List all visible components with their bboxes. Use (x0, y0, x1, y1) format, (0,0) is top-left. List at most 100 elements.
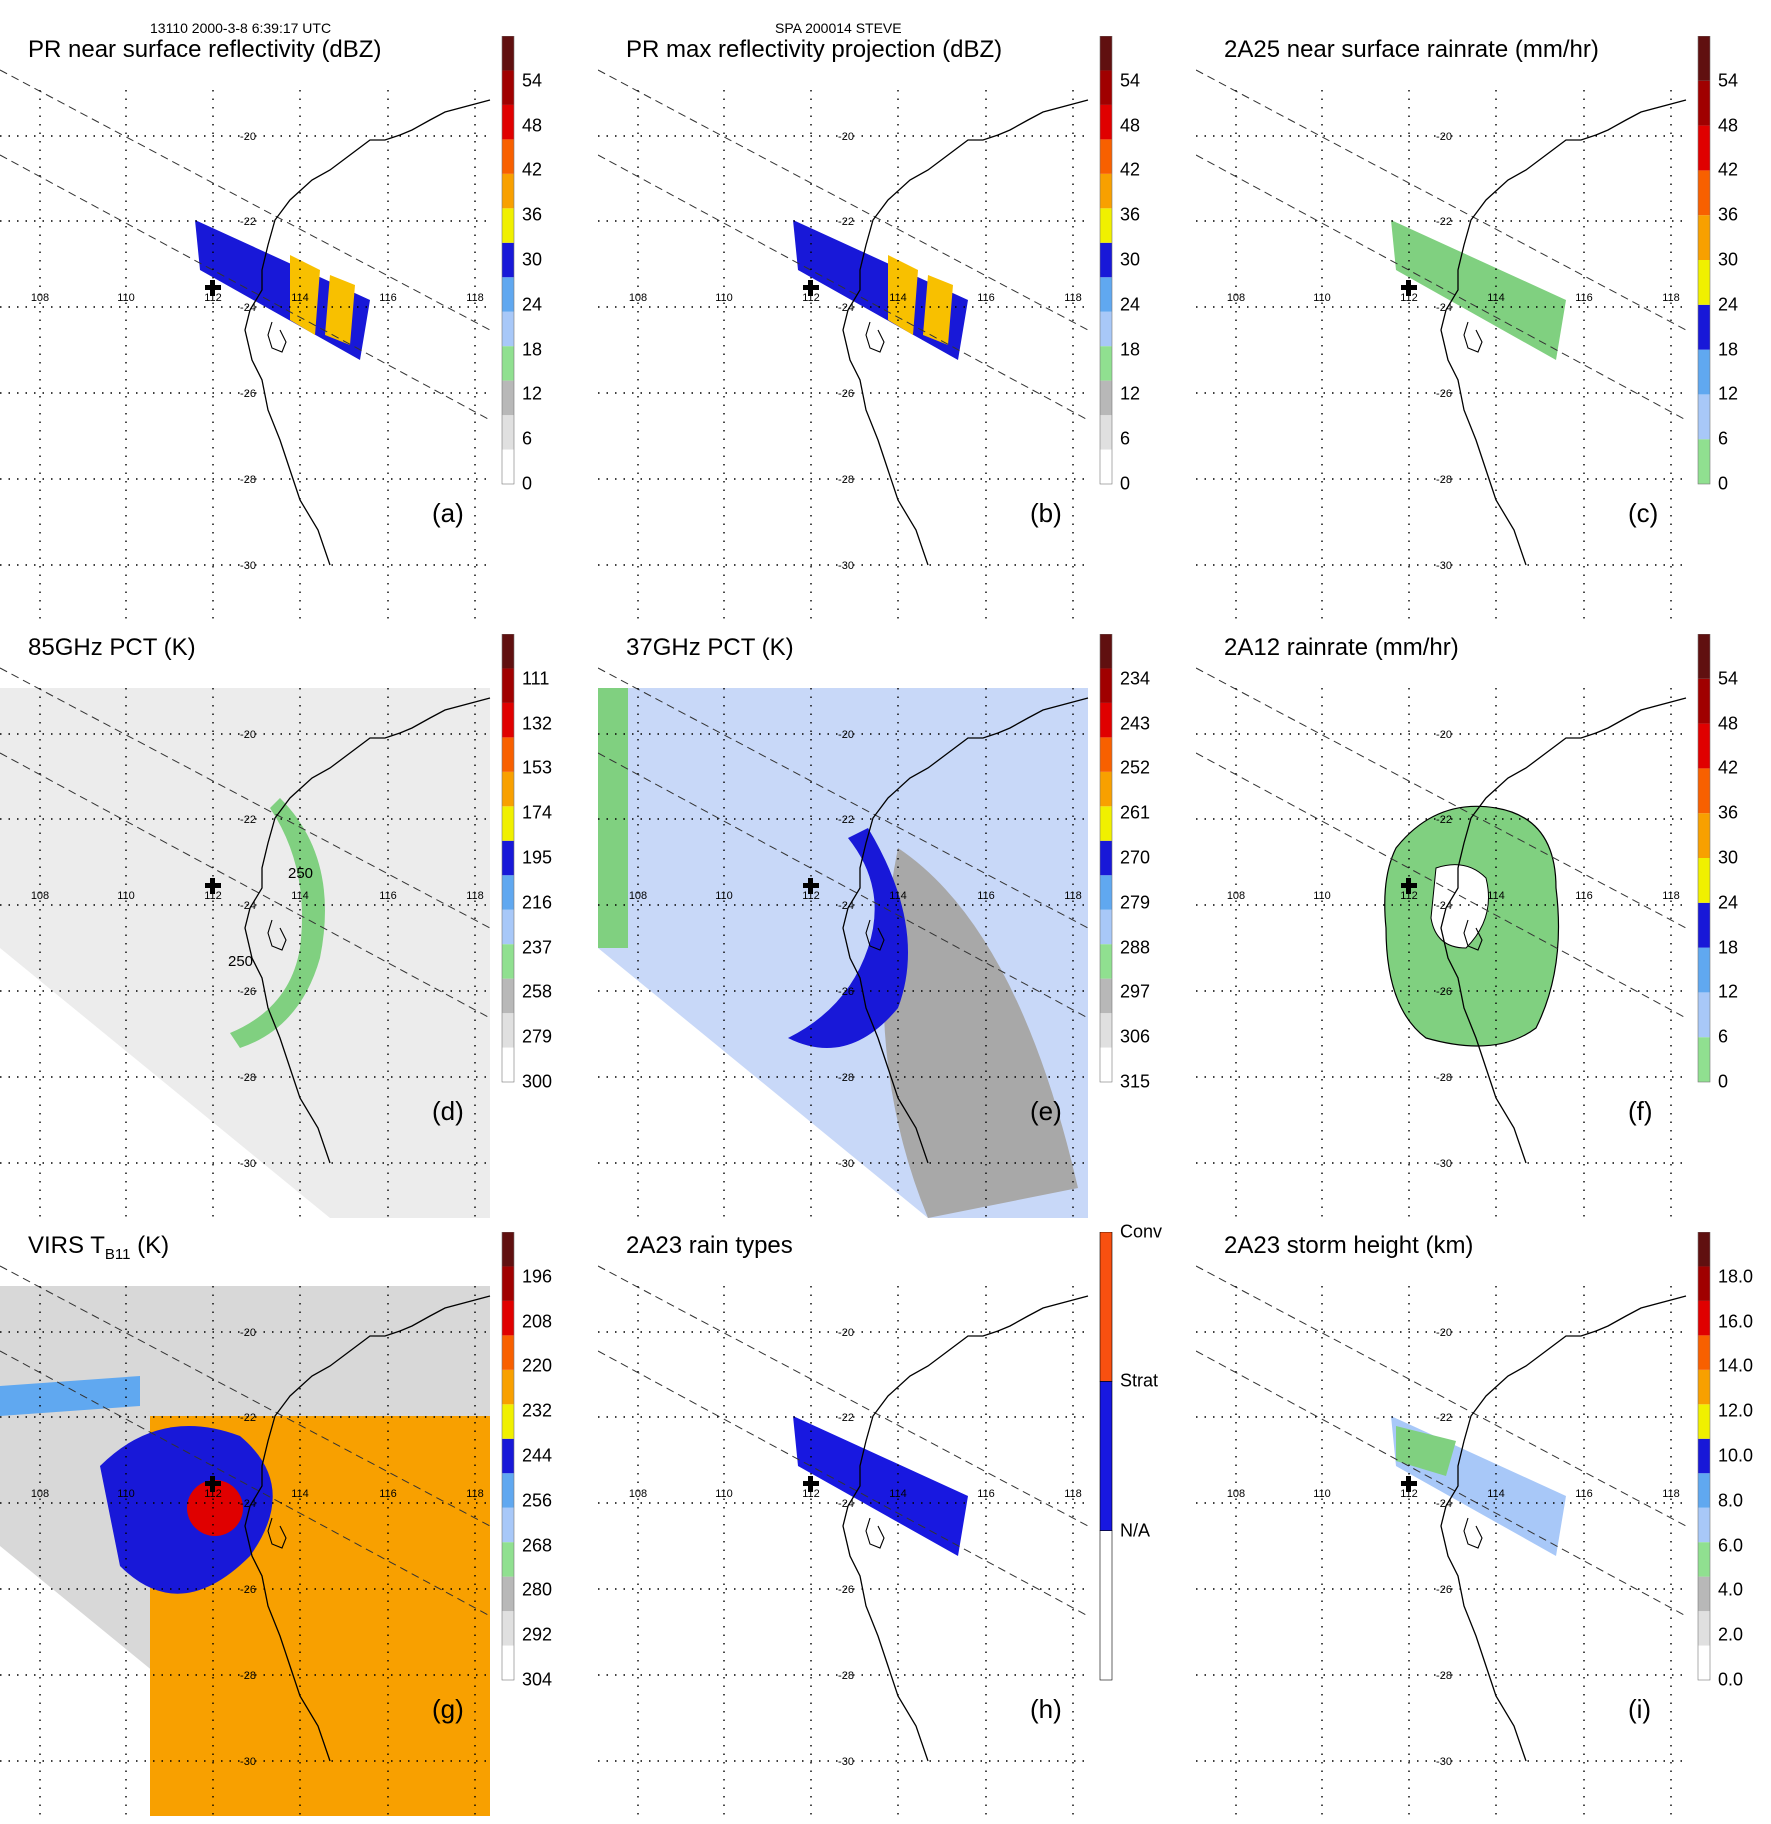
colorbar-tick-label: 42 (522, 159, 543, 180)
colorbar-frame (501, 1232, 515, 1681)
latitude-label: -30 (1436, 1756, 1452, 1768)
colorbar-tick-label: 196 (522, 1266, 553, 1287)
panel-title: PR near surface reflectivity (dBZ) (28, 36, 381, 64)
colorbar-tick-label: 30 (1718, 249, 1739, 270)
colorbar-swatch (1698, 1542, 1710, 1577)
colorbar-swatch (502, 346, 514, 381)
rainband-west (0, 1376, 140, 1416)
colorbar-tick-label: 48 (1718, 115, 1739, 136)
colorbar-tick-label: 48 (1120, 115, 1141, 136)
latitude-label: -20 (240, 729, 256, 741)
panel-title-text: VIRS T (28, 1232, 105, 1259)
colorbar-tick-label: 292 (522, 1624, 553, 1645)
panel-a: 108 110 112 114 116 118 -20 -22 -24 -26 -28 -30 PR n… (0, 30, 590, 628)
map-area: 108 110 112 114 116 118 -20 -22 -24 -26 -28 -30 (1196, 69, 1687, 620)
latitude-label: -30 (240, 1756, 256, 1768)
latitude-label: -30 (838, 560, 854, 572)
colorbar: 0 6 12 18 24 30 36 42 48 54 (1686, 36, 1771, 566)
colorbar-swatch (1100, 668, 1112, 703)
latitude-label: -24 (838, 302, 854, 314)
coastline (244, 1295, 491, 1762)
colorbar-tick-label: 280 (522, 1579, 553, 1600)
colorbar-swatch (1698, 1232, 1710, 1267)
colorbar-tick-label: 237 (522, 937, 553, 958)
colorbar-swatch (1100, 978, 1112, 1014)
pr-swath-echo (1391, 220, 1566, 360)
swath-edge-south (0, 154, 491, 421)
colorbar-tick-label: 12 (1718, 383, 1739, 404)
storm-center-plus-marker (1401, 1476, 1417, 1492)
colorbar-tick-label: 0 (1718, 473, 1729, 494)
colorbar-tick-label: 36 (1120, 204, 1141, 225)
colorbar-swatch (502, 771, 514, 807)
colorbar-tick-label: 279 (522, 1026, 553, 1047)
panel-title-text: 85GHz PCT (K) (28, 634, 196, 661)
colorbar-frame (1099, 634, 1113, 1083)
colorbar: 0 6 12 18 24 30 36 42 48 54 (1686, 634, 1771, 1164)
colorbar-frame (1697, 634, 1711, 1083)
colorbar-tick-label: 252 (1120, 757, 1151, 778)
colorbar-swatch (502, 1266, 514, 1301)
swath-edge-north (598, 1265, 1089, 1527)
colorbar-tick-label: 0 (1120, 473, 1131, 494)
colorbar-tick-label: 30 (522, 249, 543, 270)
colorbar-tick-label: 4.0 (1718, 1579, 1744, 1600)
colorbar-tick-label: 220 (522, 1355, 553, 1376)
longitude-label: 110 (1313, 292, 1331, 304)
coastline-island (865, 321, 885, 353)
longitude-label: 114 (1487, 292, 1505, 304)
colorbar-swatch (1698, 125, 1710, 171)
colorbar-tick-label: 0 (522, 473, 533, 494)
map-area: 108 110 112 114 116 118 -20 -22 -24 -26 -28 -30 (0, 1265, 491, 1816)
colorbar: N/A Strat Conv (1088, 1222, 1188, 1762)
longitude-label: 108 (1227, 1488, 1245, 1500)
latitude-label: -22 (1436, 814, 1452, 826)
panel-title-text: PR near surface reflectivity (dBZ) (28, 36, 382, 63)
panel-letter-label: (c) (1628, 498, 1659, 528)
colorbar-tick-label: 232 (522, 1400, 553, 1421)
latitude-label: -20 (838, 1327, 854, 1339)
latitude-label: -28 (1436, 1670, 1452, 1682)
latitude-label: -26 (1436, 986, 1452, 998)
colorbar-swatch (1698, 947, 1710, 993)
coastline-island (865, 919, 885, 951)
colorbar-tick-label: 132 (522, 713, 553, 734)
swath-edge-north (0, 1265, 491, 1527)
wide-swath-background (0, 688, 490, 1218)
panel-title: 2A12 rainrate (mm/hr) (1224, 634, 1459, 662)
colorbar-swatch (1100, 173, 1112, 209)
latitude-label: -30 (838, 1756, 854, 1768)
colorbar-swatch (502, 139, 514, 174)
colorbar-tick-label: 6 (1718, 1026, 1729, 1047)
storm-center-plus-marker (803, 1476, 819, 1492)
colorbar-swatch (1100, 1047, 1112, 1082)
colorbar-tick-label: 8.0 (1718, 1490, 1744, 1511)
panel-title-text: 2A23 rain types (626, 1232, 793, 1259)
colorbar-swatch (1100, 771, 1112, 807)
colorbar-tick-label: 18 (1718, 937, 1739, 958)
longitude-label: 114 (889, 890, 907, 902)
swath-edge-north (1196, 1265, 1687, 1527)
longitude-label: 116 (379, 292, 397, 304)
colorbar-swatch (1099, 1530, 1113, 1681)
latitude-label: -28 (838, 1072, 854, 1084)
colorbar-swatch (502, 208, 514, 243)
colorbar-swatch (1698, 813, 1710, 858)
colorbar-tick-label: 244 (522, 1445, 553, 1466)
colorbar-tick-label: 111 (522, 668, 550, 689)
colorbar-tick-label: N/A (1120, 1520, 1151, 1541)
colorbar-swatch (502, 668, 514, 703)
colorbar-swatch (1100, 346, 1112, 381)
colorbar-tick-label: 42 (1718, 159, 1739, 180)
longitude-label: 112 (1400, 1488, 1418, 1500)
colorbar-tick-label: 24 (1718, 294, 1739, 315)
colorbar-tick-label: 36 (1718, 204, 1739, 225)
panel-title: VIRS TB11 (K) (28, 1232, 169, 1263)
panel-title-text: 37GHz PCT (K) (626, 634, 794, 661)
latitude-label: -28 (240, 1072, 256, 1084)
coastline-island (267, 919, 287, 951)
colorbar-swatch (502, 634, 514, 669)
colorbar-tick-label: 208 (522, 1311, 553, 1332)
latitude-label: -30 (1436, 1158, 1452, 1170)
panel-c: 108 110 112 114 116 118 -20 -22 -24 -26 -28 -30 2A25… (1196, 30, 1771, 628)
